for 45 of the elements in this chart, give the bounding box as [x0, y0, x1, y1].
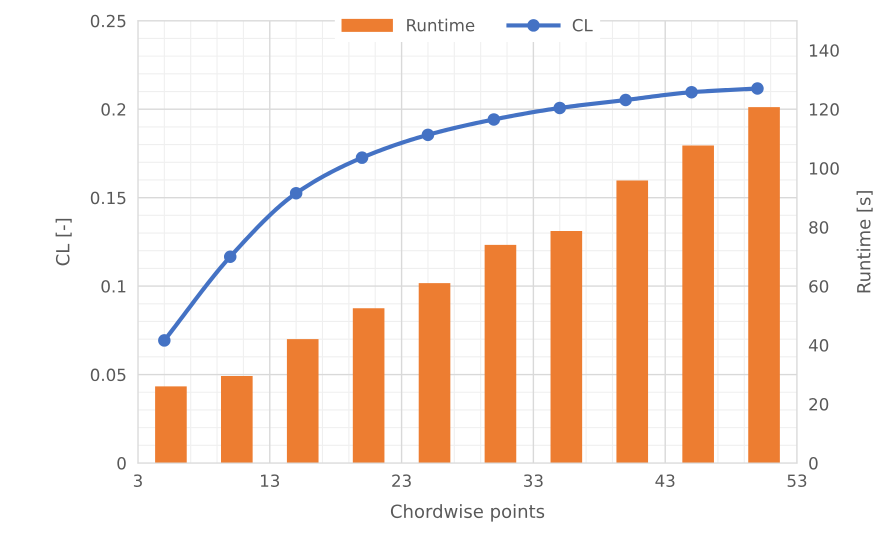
point [290, 186, 302, 200]
x-tick-label: 33 [524, 474, 543, 488]
bar [418, 283, 450, 464]
y-tick-label: 0.15 [90, 192, 126, 204]
y2-tick-label: 80 [809, 221, 828, 234]
bar [550, 230, 582, 464]
y2-tick-label: 40 [808, 339, 828, 352]
bar [616, 180, 648, 464]
point [422, 128, 434, 142]
y2-tick-label: 120 [810, 103, 839, 116]
point [224, 250, 236, 263]
x-tick-label: 3 [134, 474, 142, 488]
bar [484, 244, 516, 464]
y-tick-label: 0 [117, 456, 126, 470]
y2-tick-label: 100 [810, 162, 839, 175]
x-tick-label: 53 [788, 474, 806, 488]
legend-label: Runtime [407, 18, 474, 32]
point [619, 94, 632, 106]
y-tick-label: 0.2 [101, 103, 126, 116]
point [488, 113, 500, 126]
y-axis-title: CL [-] [56, 218, 72, 266]
y2-tick-label: 0 [809, 456, 818, 470]
y2-axis-title: Runtime [s] [856, 191, 873, 292]
y-tick-label: 0.25 [90, 14, 126, 28]
point [685, 86, 698, 98]
bar [682, 145, 714, 464]
point [751, 82, 764, 95]
x-tick-label: 43 [655, 474, 674, 488]
point [554, 102, 566, 114]
bar [352, 308, 384, 464]
x-axis-title: Chordwise points [390, 504, 544, 522]
bar [221, 376, 253, 464]
legend-label: CL [572, 18, 593, 32]
bar [748, 107, 780, 464]
y2-tick-label: 60 [809, 280, 828, 293]
y-tick-label: 0.05 [90, 368, 126, 382]
y2-tick-label: 140 [810, 44, 839, 57]
x-tick-label: 23 [392, 474, 411, 488]
bar [286, 339, 319, 464]
point [158, 334, 171, 347]
y2-tick-label: 20 [809, 398, 828, 411]
bar [155, 386, 187, 464]
point [356, 151, 368, 164]
y-tick-label: 0.1 [101, 280, 126, 293]
x-tick-label: 13 [261, 474, 280, 488]
